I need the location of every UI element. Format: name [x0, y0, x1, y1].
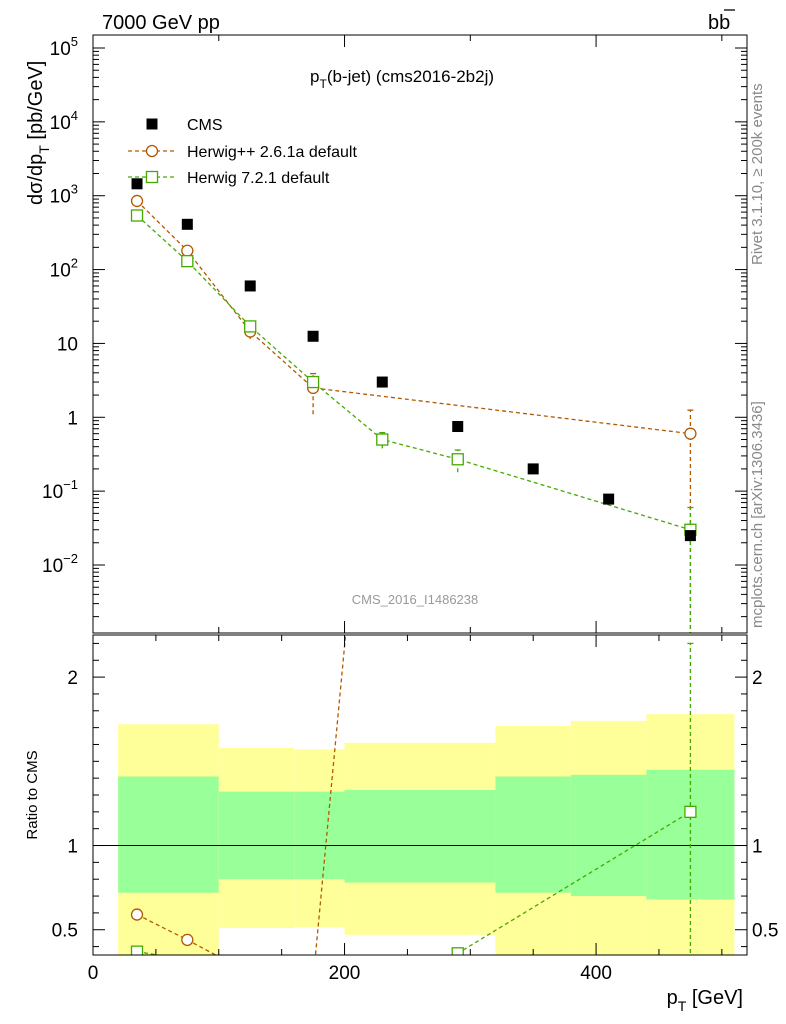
data-point: [376, 433, 389, 446]
series-1: [130, 194, 697, 633]
ratio-y-tick-label: 1: [67, 837, 78, 858]
y-tick-label: 1: [67, 408, 78, 429]
ratio-series-1: [130, 642, 697, 955]
data-point: [181, 244, 194, 257]
main-plot-title: pT(b-jet) (cms2016-2b2j): [310, 67, 494, 91]
main-plot-frame: [92, 34, 748, 634]
x-tick-label: 200: [329, 963, 361, 984]
legend-label: CMS: [187, 117, 223, 134]
process-antiquark: b: [719, 12, 730, 34]
data-point: [376, 376, 388, 388]
ratio-y-tick-label-right: 1: [752, 837, 763, 858]
main-y-axis-label: dσ/dpT [pb/GeV]: [25, 61, 52, 205]
data-point: [244, 320, 257, 333]
data-point: [130, 209, 144, 222]
data-point: [244, 280, 256, 292]
y-tick-label: 10: [57, 334, 78, 355]
ratio-line: [136, 635, 347, 955]
legend-marker: [145, 144, 159, 158]
main-y-ticks: 10−2 10−1 1 10 102 103 104 105: [42, 34, 747, 633]
analysis-watermark: CMS_2016_I1486238: [352, 592, 479, 607]
ratio-axis-ticks: 0.5 0.5 1 1 2 2 0 200 400: [52, 635, 778, 984]
x-tick-label: 400: [580, 963, 612, 984]
data-point: [181, 218, 193, 230]
data-point: [131, 178, 143, 190]
y-tick-label: 102: [50, 256, 78, 282]
ratio-point: [130, 945, 144, 955]
data-point: [306, 375, 320, 389]
data-point: [181, 255, 194, 268]
data-point: [603, 493, 615, 505]
ratio-series-0: [130, 635, 347, 955]
ratio-y-tick-label-right: 2: [752, 668, 763, 689]
series-2: [130, 209, 697, 633]
ratio-y-axis-label: Ratio to CMS: [24, 750, 41, 839]
ratio-point: [451, 947, 464, 955]
legend-marker: [145, 170, 159, 184]
x-tick-label: 0: [88, 963, 99, 984]
uncertainty-band-inner: [344, 789, 496, 883]
y-tick-label: 104: [50, 108, 78, 134]
mcplots-source-label: mcplots.cern.ch [arXiv:1306.3436]: [749, 401, 766, 628]
uncertainty-band-inner: [218, 791, 295, 880]
legend: CMS Herwig++ 2.6.1a default Herwig 7.2.1 d…: [128, 117, 357, 187]
ratio-plot-frame: [92, 634, 748, 956]
ratio-y-tick-label-right: 0.5: [752, 921, 778, 942]
process-quark: b: [708, 12, 719, 34]
data-point: [130, 194, 144, 208]
ratio-panel: 0.5 0.5 1 1 2 2 0 200 400 Ratio to CMS pT [GeV]: [24, 634, 778, 1014]
legend-marker: [146, 118, 158, 130]
series-line: [136, 200, 691, 435]
ratio-point: [181, 933, 194, 946]
y-tick-label: 103: [50, 182, 78, 208]
y-tick-label: 10−2: [42, 551, 78, 577]
data-point: [527, 463, 539, 475]
ratio-point: [130, 908, 144, 921]
x-axis-label: pT [GeV]: [667, 987, 743, 1014]
data-point: [684, 530, 696, 542]
uncertainty-band-inner: [570, 774, 647, 897]
rivet-version-label: Rivet 3.1.10, ≥ 200k events: [749, 83, 766, 265]
data-point: [307, 330, 319, 342]
ratio-point: [684, 805, 697, 818]
y-tick-label: 10−1: [42, 477, 78, 503]
ratio-y-tick-label: 0.5: [52, 921, 78, 942]
uncertainty-band-inner: [294, 791, 345, 880]
main-panel: pT(b-jet) (cms2016-2b2j) dσ/dpT [pb/GeV]…: [25, 34, 748, 634]
uncertainty-band-inner: [495, 776, 571, 893]
header-energy-label: 7000 GeV pp: [102, 12, 220, 34]
ratio-y-tick-label: 2: [67, 668, 78, 689]
series-line: [136, 214, 691, 531]
data-point: [451, 453, 464, 466]
data-point: [452, 421, 464, 433]
uncertainty-band-inner: [118, 776, 219, 893]
y-tick-label: 105: [50, 34, 78, 60]
legend-label: Herwig++ 2.6.1a default: [187, 144, 357, 161]
header-process-label: bb: [708, 12, 730, 34]
legend-label: Herwig 7.2.1 default: [187, 170, 330, 187]
series-0: [131, 178, 696, 542]
data-point: [684, 427, 697, 440]
